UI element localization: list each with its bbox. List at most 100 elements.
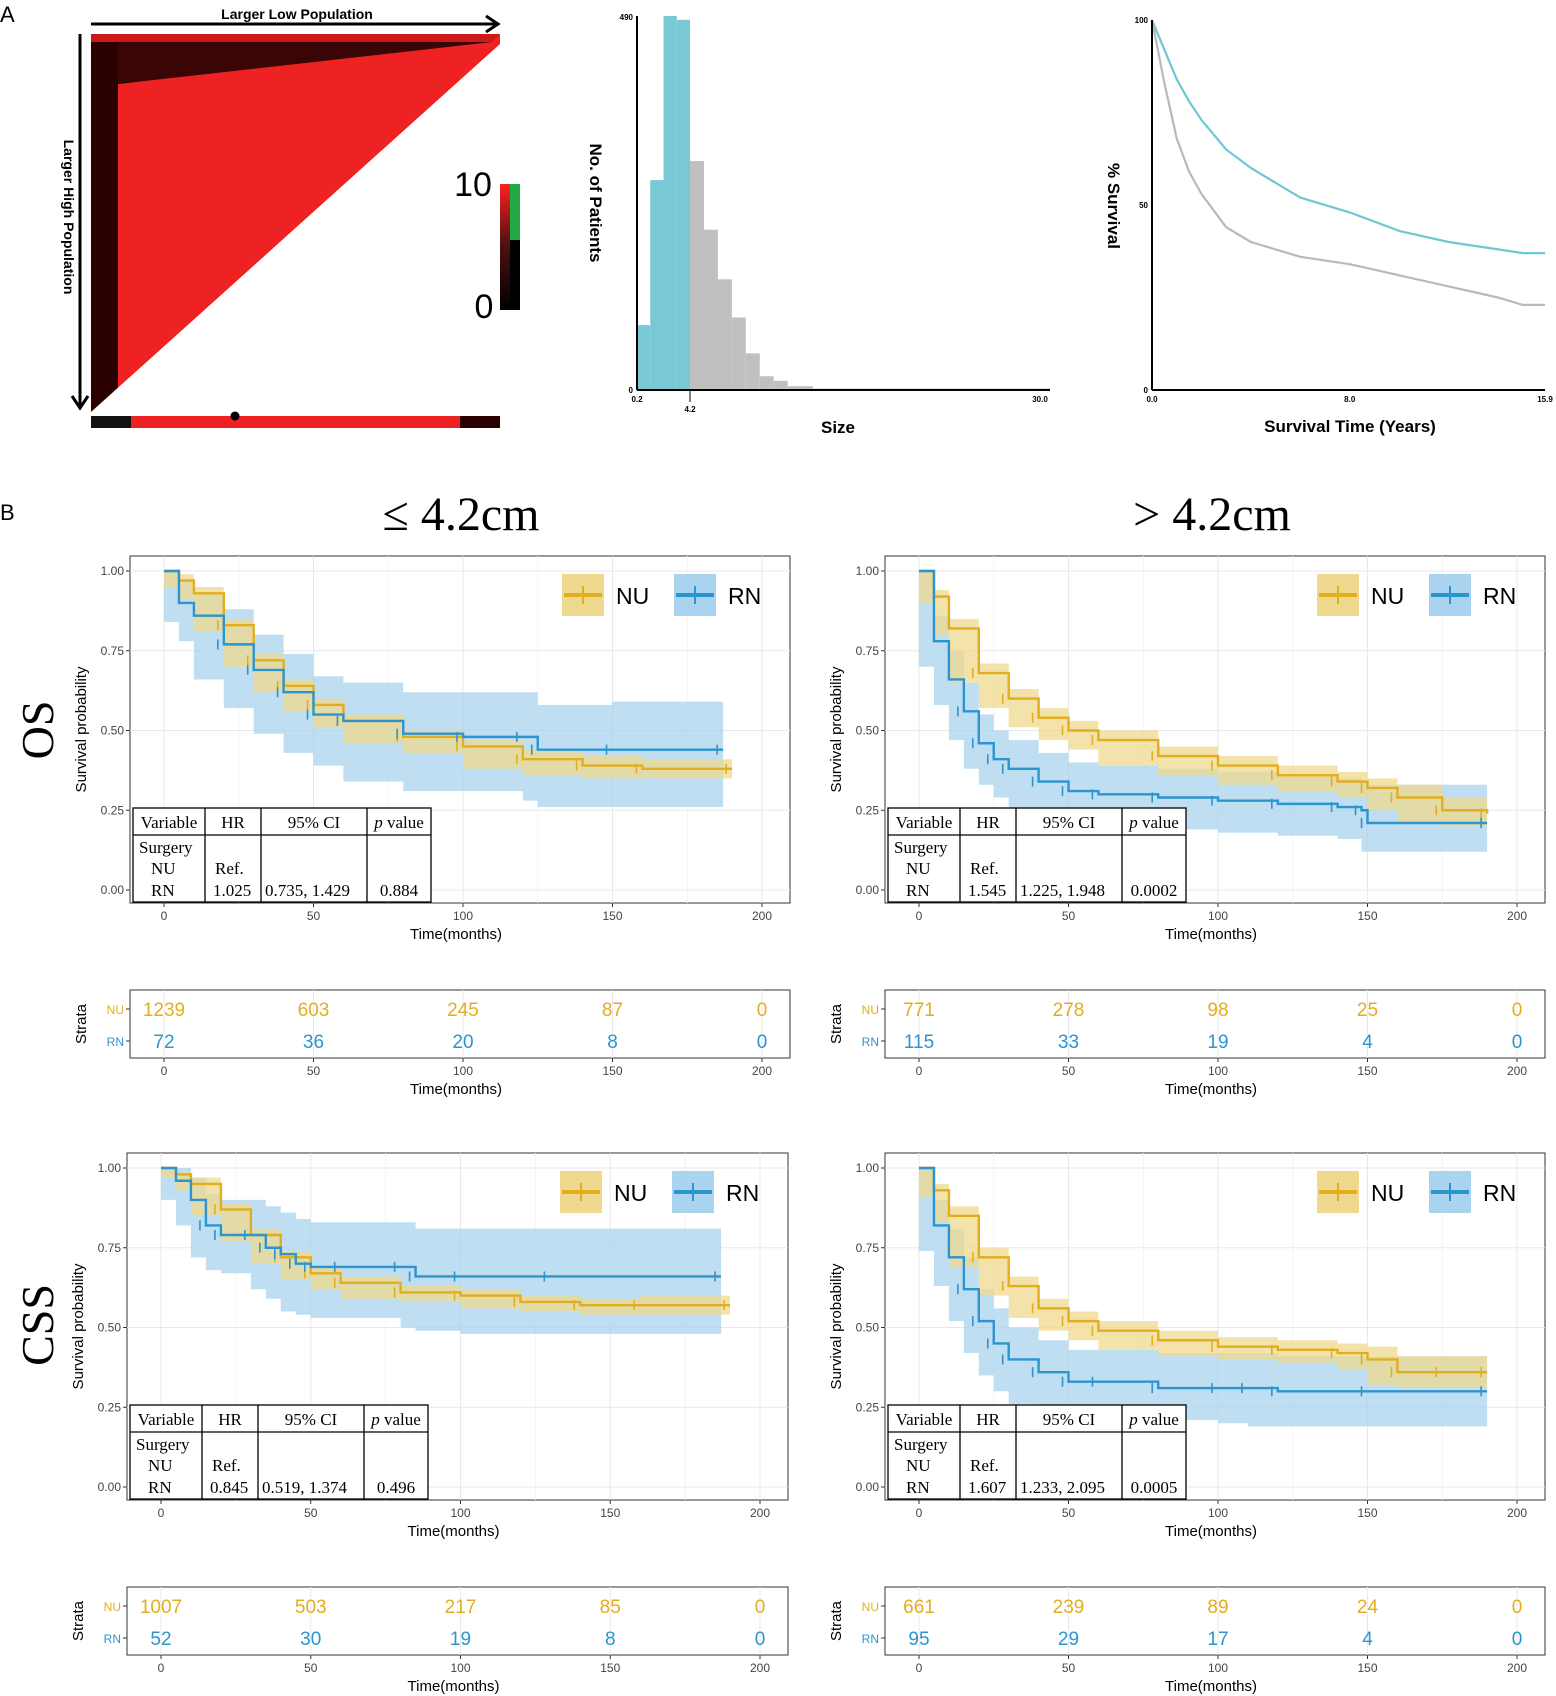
risk-row-name-NU: NU <box>107 1003 124 1017</box>
hist-x-tick: 0.2 <box>631 395 643 404</box>
risk-value-NU: 0 <box>1512 1597 1523 1618</box>
risk-row-name-RN: RN <box>862 1632 879 1646</box>
cox-table-header: p value <box>370 1410 421 1429</box>
km-curve-NU <box>919 1166 1488 1374</box>
xtile-line-high <box>1150 19 1545 306</box>
risk-table-label: Strata <box>73 1003 90 1044</box>
risk-value-NU: 278 <box>1053 1000 1085 1021</box>
y-tick-label: 0.00 <box>101 883 125 897</box>
y-tick-label: 0.25 <box>101 803 125 817</box>
cox-table-header: 95% CI <box>288 813 341 832</box>
cox-header-p: p <box>373 813 383 832</box>
cox-table-border <box>132 807 432 903</box>
cox-table-cell: Ref. <box>970 859 999 878</box>
risk-value-RN: 20 <box>452 1032 473 1053</box>
risk-value-RN: 0 <box>1512 1629 1523 1650</box>
cox-table-cell: 1.545 <box>968 881 1006 900</box>
color-scale-left <box>500 184 510 310</box>
km-curve-RN <box>919 1166 1488 1393</box>
risk-x-axis-label: Time(months) <box>408 1678 500 1695</box>
risk-table-border <box>126 1586 789 1656</box>
y-tick-label: 1.00 <box>856 564 880 578</box>
km-curve-RN <box>919 569 1488 825</box>
heatmap-panel: Larger Low Population Larger High Populat… <box>61 6 520 428</box>
x-tick-label: 150 <box>600 1506 620 1520</box>
y-tick-label: 0.75 <box>856 644 880 658</box>
color-scale-min: 0 <box>475 288 494 326</box>
heatmap-left-label: Larger High Population <box>61 140 77 295</box>
y-tick-label: 0.50 <box>101 724 125 738</box>
risk-value-NU: 771 <box>903 1000 935 1021</box>
cox-table-cell: 1.025 <box>213 881 251 900</box>
risk-value-NU: 245 <box>447 1000 479 1021</box>
left-arrow-head <box>70 395 90 411</box>
km-curve-NU <box>164 569 733 770</box>
risk-table-label: Strata <box>828 1600 845 1641</box>
hist-x-tick: 4.2 <box>684 405 696 414</box>
hist-bar <box>787 386 813 390</box>
cox-table-cell: NU <box>906 859 931 878</box>
risk-x-tick-label: 100 <box>453 1064 473 1078</box>
cox-table-cell: 1.233, 2.095 <box>1020 1478 1105 1497</box>
x-tick-label: 50 <box>307 909 321 923</box>
cox-table-cell: Surgery <box>136 1435 190 1454</box>
heatmap-top-row <box>91 34 500 42</box>
heatmap-bottom-dark-left <box>91 416 131 428</box>
risk-value-RN: 17 <box>1207 1629 1228 1650</box>
x-axis-label: Time(months) <box>410 926 502 943</box>
risk-value-RN: 4 <box>1362 1629 1373 1650</box>
risk-value-RN: 95 <box>908 1629 929 1650</box>
y-tick-label: 0.25 <box>98 1400 122 1414</box>
risk-x-tick-label: 0 <box>161 1064 168 1078</box>
risk-value-RN: 8 <box>607 1032 618 1053</box>
y-tick-label: 1.00 <box>101 564 125 578</box>
risk-value-NU: 87 <box>602 1000 623 1021</box>
hist-bar <box>773 380 788 390</box>
risk-value-NU: 239 <box>1053 1597 1085 1618</box>
cox-table-cell: RN <box>906 1478 930 1497</box>
cox-table-header: p value <box>1128 813 1179 832</box>
x-tick-label: 0 <box>161 909 168 923</box>
cox-table-cell: NU <box>148 1456 173 1475</box>
risk-x-tick-label: 50 <box>1062 1661 1076 1675</box>
risk-x-axis-label: Time(months) <box>1165 1081 1257 1098</box>
y-tick-label: 0.75 <box>98 1241 122 1255</box>
x-tick-label: 100 <box>1208 1506 1228 1520</box>
ci-band-NU <box>919 1168 1488 1389</box>
hist-bar <box>650 180 664 390</box>
risk-row-name-NU: NU <box>862 1600 879 1614</box>
legend-label-NU: NU <box>1371 1180 1404 1206</box>
risk-value-NU: 89 <box>1207 1597 1228 1618</box>
legend-label-NU: NU <box>616 583 649 609</box>
cox-table-header: HR <box>976 1410 1000 1429</box>
color-scale-right-low <box>510 240 520 310</box>
km-curve-RN <box>164 569 724 751</box>
cox-header-p: p <box>1128 813 1138 832</box>
x-tick-label: 100 <box>453 909 473 923</box>
heatmap-cutpoint-dot <box>230 411 240 421</box>
cox-table-cell: Surgery <box>894 838 948 857</box>
xtile-x-tick: 0.0 <box>1146 395 1158 404</box>
risk-x-tick-label: 200 <box>750 1661 770 1675</box>
cox-table-cell: Surgery <box>894 1435 948 1454</box>
risk-value-RN: 30 <box>300 1629 321 1650</box>
cox-table-cell: 0.735, 1.429 <box>265 881 350 900</box>
xtile-ylabel: % Survival <box>1104 163 1123 249</box>
cox-table-header: HR <box>218 1410 242 1429</box>
risk-x-tick-label: 100 <box>450 1661 470 1675</box>
risk-x-tick-label: 50 <box>1062 1064 1076 1078</box>
cox-header-value: value <box>380 1410 421 1429</box>
legend-label-RN: RN <box>728 583 761 609</box>
x-tick-label: 50 <box>1062 909 1076 923</box>
cox-table-cell: RN <box>148 1478 172 1497</box>
risk-value-RN: 72 <box>153 1032 174 1053</box>
cox-table-cell: 0.0002 <box>1131 881 1178 900</box>
x-tick-label: 100 <box>1208 909 1228 923</box>
cox-table-border <box>887 1404 1187 1500</box>
y-tick-label: 0.00 <box>856 1480 880 1494</box>
cox-header-value: value <box>1138 813 1179 832</box>
y-tick-label: 0.75 <box>856 1241 880 1255</box>
risk-x-axis-label: Time(months) <box>1165 1678 1257 1695</box>
km-curve-RN <box>161 1166 722 1278</box>
